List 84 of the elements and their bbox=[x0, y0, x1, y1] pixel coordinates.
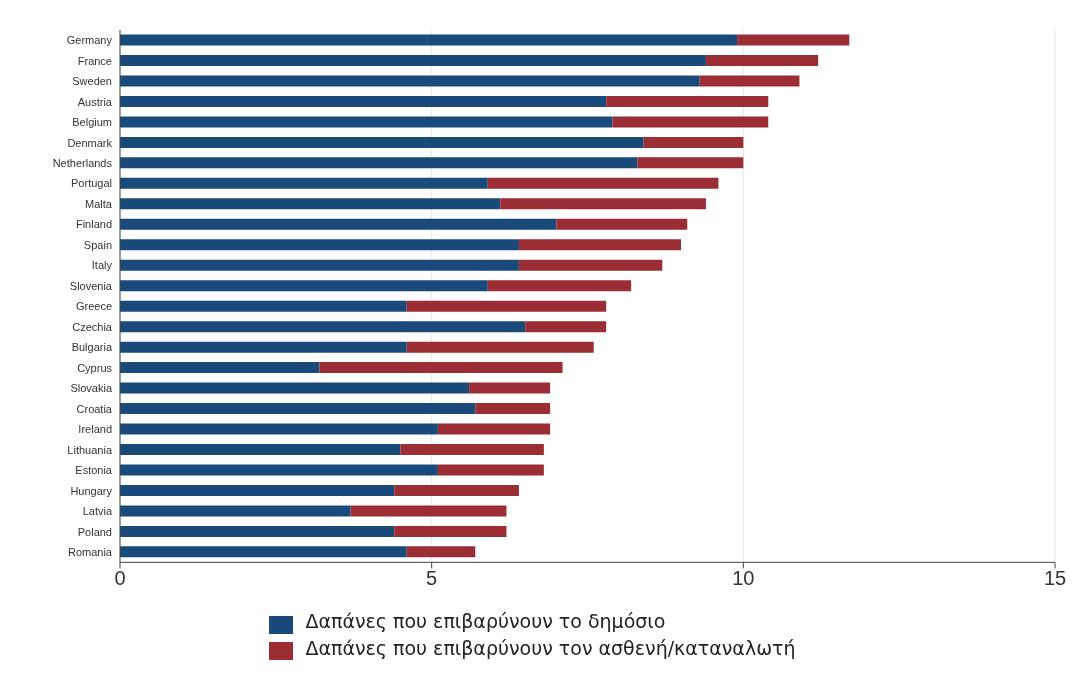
bar bbox=[120, 280, 488, 292]
bar bbox=[612, 116, 769, 128]
y-tick-label: France bbox=[77, 54, 112, 67]
bar bbox=[120, 54, 706, 66]
y-tick-label: Latvia bbox=[82, 505, 113, 518]
bar bbox=[518, 239, 681, 251]
y-tick-label: Denmark bbox=[67, 136, 113, 149]
y-tick-label: Netherlands bbox=[52, 156, 113, 169]
bar bbox=[487, 177, 719, 189]
bar bbox=[319, 362, 563, 374]
y-tick-label: Slovakia bbox=[70, 382, 113, 395]
y-tick-label: Finland bbox=[75, 218, 112, 231]
legend-label: Δαπάνες που επιβαρύνουν το δημόσιο bbox=[305, 610, 666, 633]
bar bbox=[469, 382, 551, 394]
y-tick-label: Croatia bbox=[76, 402, 113, 415]
x-tick-label: 5 bbox=[426, 566, 438, 589]
bar bbox=[120, 546, 407, 558]
bar bbox=[406, 300, 607, 312]
bar bbox=[737, 34, 850, 46]
bar bbox=[120, 218, 557, 230]
y-tick-label: Czechia bbox=[72, 320, 113, 333]
y-tick-label: Belgium bbox=[72, 116, 112, 129]
y-tick-label: Italy bbox=[91, 259, 113, 272]
bar bbox=[120, 259, 519, 271]
legend-label: Δαπάνες που επιβαρύνουν τον ασθενή/καταναλωτή bbox=[305, 636, 796, 659]
y-tick-label: Spain bbox=[83, 238, 112, 251]
bar bbox=[606, 95, 769, 107]
bar bbox=[120, 34, 738, 46]
bar bbox=[120, 464, 438, 476]
bar bbox=[120, 157, 638, 169]
bar bbox=[643, 136, 744, 148]
y-tick-label: Slovenia bbox=[69, 279, 113, 292]
bar bbox=[120, 382, 470, 394]
bar bbox=[475, 403, 551, 415]
bar bbox=[400, 444, 544, 455]
bar bbox=[637, 157, 744, 169]
bar bbox=[705, 54, 819, 66]
x-tick-label: 15 bbox=[1043, 566, 1067, 589]
bar bbox=[120, 75, 700, 87]
bar bbox=[120, 341, 407, 353]
bar bbox=[406, 546, 476, 558]
y-tick-label: Estonia bbox=[75, 464, 113, 477]
y-tick-label: Ireland bbox=[78, 423, 112, 436]
bar bbox=[518, 259, 663, 271]
y-tick-label: Hungary bbox=[70, 484, 113, 497]
y-tick-label: Poland bbox=[77, 525, 112, 538]
y-tick-label: Lithuania bbox=[67, 443, 113, 456]
bar bbox=[120, 300, 407, 312]
bar bbox=[350, 505, 507, 517]
x-tick-label: 0 bbox=[114, 566, 126, 589]
bar bbox=[556, 218, 688, 230]
bar bbox=[120, 198, 501, 210]
bar bbox=[120, 136, 644, 148]
y-tick-label: Austria bbox=[77, 95, 113, 108]
bar bbox=[120, 116, 613, 128]
bar bbox=[120, 177, 488, 189]
y-tick-label: Germany bbox=[66, 34, 113, 47]
y-tick-label: Portugal bbox=[71, 177, 112, 190]
bar bbox=[500, 198, 706, 210]
bar bbox=[394, 484, 519, 496]
y-tick-label: Romania bbox=[67, 546, 113, 559]
y-tick-label: Cyprus bbox=[77, 361, 113, 374]
bar bbox=[525, 321, 607, 333]
bar bbox=[699, 75, 800, 87]
y-tick-label: Greece bbox=[75, 300, 112, 313]
bar bbox=[120, 321, 526, 333]
bar bbox=[406, 341, 594, 353]
bar bbox=[120, 444, 401, 455]
bar bbox=[120, 484, 395, 496]
y-tick-label: Malta bbox=[85, 197, 113, 210]
bar bbox=[120, 239, 519, 251]
bar bbox=[437, 423, 551, 435]
x-tick-label: 10 bbox=[732, 566, 755, 589]
bar bbox=[120, 505, 351, 517]
bar bbox=[394, 525, 507, 537]
bar bbox=[120, 362, 320, 374]
bar bbox=[487, 280, 632, 292]
bar bbox=[120, 95, 607, 107]
bar bbox=[120, 403, 476, 415]
bar bbox=[120, 423, 438, 435]
bar bbox=[437, 464, 544, 476]
y-tick-label: Sweden bbox=[72, 75, 112, 88]
y-tick-label: Bulgaria bbox=[71, 341, 113, 354]
bar bbox=[120, 525, 395, 537]
